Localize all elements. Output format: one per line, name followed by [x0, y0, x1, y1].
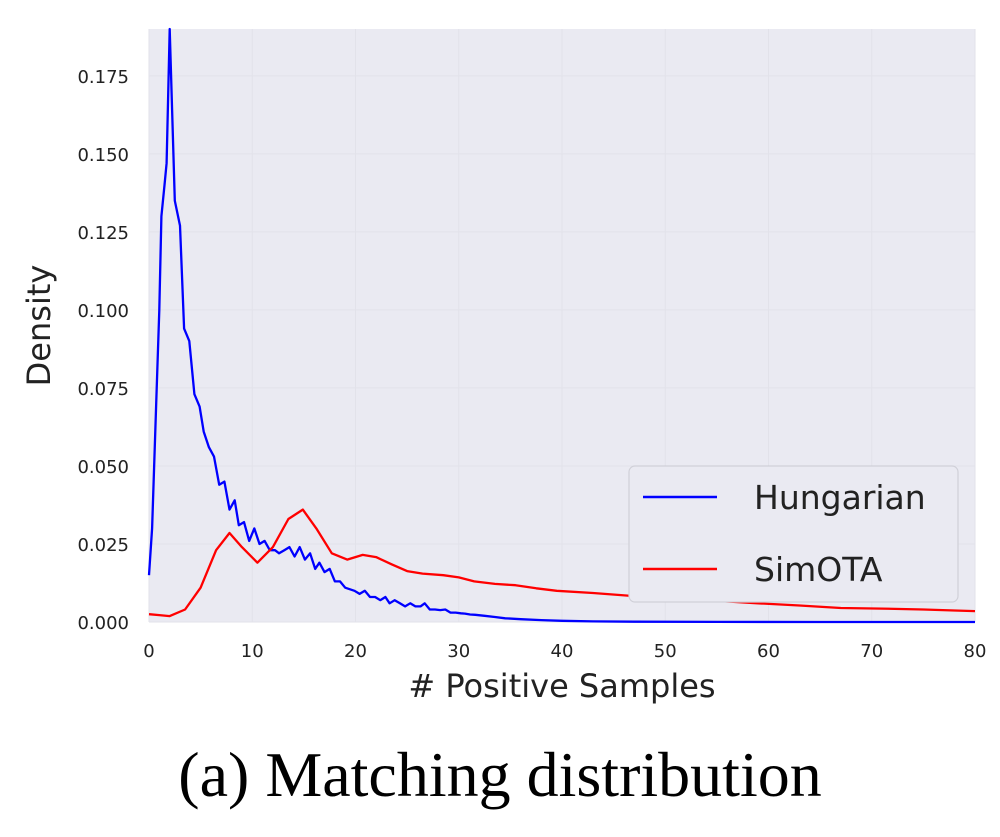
series-line-simota	[148, 508, 976, 618]
x-tick-label: 20	[344, 641, 367, 662]
x-tick-label: 10	[241, 641, 264, 662]
y-tick-label: 0.050	[77, 457, 129, 478]
y-tick-label: 0.125	[77, 223, 129, 244]
legend: Hungarian SimOTA	[628, 465, 959, 603]
x-tick-label: 70	[860, 641, 883, 662]
x-tick-label: 50	[654, 641, 677, 662]
series-lines	[147, 27, 976, 624]
series-line-hungarian	[147, 27, 975, 624]
legend-label: Hungarian	[754, 478, 926, 517]
figure-caption: (a) Matching distribution	[178, 739, 822, 810]
y-tick-label: 0.000	[77, 613, 129, 634]
x-tick-label: 0	[143, 641, 154, 662]
y-tick-labels: 0.000 0.025 0.050 0.075 0.100 0.125 0.150 0.175	[77, 67, 129, 634]
x-tick-label: 30	[447, 641, 470, 662]
y-axis-label: Density	[20, 265, 58, 387]
y-tick-label: 0.175	[77, 67, 129, 88]
y-tick-label: 0.075	[77, 379, 129, 400]
x-tick-label: 40	[551, 641, 574, 662]
x-tick-labels: 0 10 20 30 40 50 60 70 80	[143, 641, 986, 662]
y-tick-label: 0.025	[77, 535, 129, 556]
legend-label: SimOTA	[754, 550, 883, 589]
y-tick-label: 0.150	[77, 145, 129, 166]
x-axis-label: # Positive Samples	[408, 667, 715, 705]
y-tick-label: 0.100	[77, 301, 129, 322]
x-tick-label: 80	[964, 641, 987, 662]
density-chart: 0.000 0.025 0.050 0.075 0.100 0.125 0.150 0.175…	[20, 27, 986, 705]
x-tick-label: 60	[757, 641, 780, 662]
